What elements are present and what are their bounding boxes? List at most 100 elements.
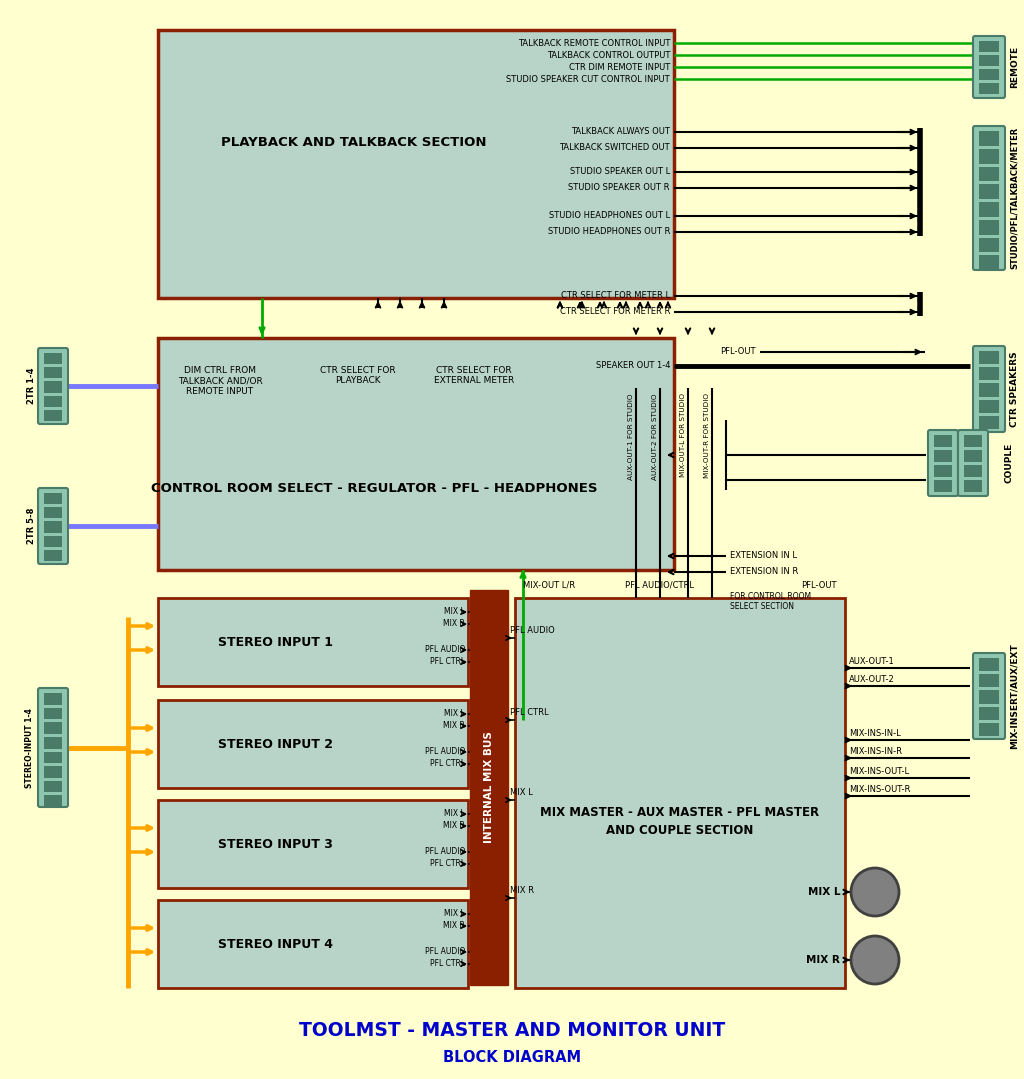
Bar [44,751,62,763]
FancyBboxPatch shape [973,36,1005,98]
Text: AUX-OUT-2 FOR STUDIO: AUX-OUT-2 FOR STUDIO [652,393,658,479]
Text: INTERNAL MIX BUS: INTERNAL MIX BUS [484,732,494,844]
Text: DIM CTRL FROM
TALKBACK AND/OR
REMOTE INPUT: DIM CTRL FROM TALKBACK AND/OR REMOTE INP… [177,366,262,396]
Text: PFL AUDIO: PFL AUDIO [425,748,465,756]
Text: PFL AUDIO: PFL AUDIO [425,847,465,857]
Bar [979,256,999,270]
Text: TALKBACK ALWAYS OUT: TALKBACK ALWAYS OUT [571,127,670,137]
Text: COUPLE: COUPLE [1005,442,1014,483]
Text: PFL CTRL: PFL CTRL [430,959,465,969]
Text: MIX L: MIX L [444,710,465,719]
Bar [964,450,982,462]
Text: PFL-OUT: PFL-OUT [802,581,837,590]
Text: 2TR 1-4: 2TR 1-4 [28,368,37,405]
Text: STUDIO SPEAKER OUT R: STUDIO SPEAKER OUT R [568,183,670,192]
Text: PFL AUDIO: PFL AUDIO [425,947,465,956]
Text: MIX R: MIX R [443,921,465,930]
Bar [44,507,62,518]
FancyBboxPatch shape [928,431,958,496]
Text: STEREO INPUT 3: STEREO INPUT 3 [218,837,333,850]
Bar [979,55,999,66]
Bar [979,237,999,252]
Bar [44,708,62,720]
Text: PLAYBACK AND TALKBACK SECTION: PLAYBACK AND TALKBACK SECTION [221,136,486,149]
Text: MIX L: MIX L [444,607,465,616]
Bar [44,766,62,778]
Bar [158,598,468,686]
Bar [934,465,952,477]
Bar [964,480,982,492]
Text: BLOCK DIAGRAM: BLOCK DIAGRAM [443,1051,581,1065]
Bar [979,41,999,52]
Text: FOR CONTROL ROOM
SELECT SECTION: FOR CONTROL ROOM SELECT SECTION [730,592,811,612]
Bar [44,493,62,504]
Bar [44,535,62,547]
Text: REMOTE: REMOTE [1010,46,1019,88]
Text: EXTENSION IN L: EXTENSION IN L [730,551,797,560]
Bar [44,410,62,421]
Bar [934,435,952,447]
Text: MIX-INS-IN-L: MIX-INS-IN-L [849,729,901,738]
Text: MIX L: MIX L [808,887,840,897]
Bar [979,707,999,720]
Text: TALKBACK CONTROL OUTPUT: TALKBACK CONTROL OUTPUT [547,51,670,59]
Text: CTR DIM REMOTE INPUT: CTR DIM REMOTE INPUT [568,63,670,71]
Bar [44,550,62,561]
Bar [44,367,62,379]
Text: MIX-INS-OUT-R: MIX-INS-OUT-R [849,786,910,794]
Bar [979,674,999,687]
FancyBboxPatch shape [958,431,988,496]
Text: CTR SPEAKERS: CTR SPEAKERS [1010,351,1019,427]
Text: PFL AUDIO: PFL AUDIO [425,645,465,655]
Text: PFL AUDIO: PFL AUDIO [510,626,555,636]
Bar [979,185,999,199]
Bar [934,450,952,462]
Bar [158,338,674,570]
Text: CTR SELECT FOR
EXTERNAL METER: CTR SELECT FOR EXTERNAL METER [434,366,514,385]
Bar [964,435,982,447]
Bar [979,202,999,217]
Text: STEREO INPUT 1: STEREO INPUT 1 [218,636,333,648]
Bar [44,693,62,705]
Text: 2TR 5-8: 2TR 5-8 [28,508,37,544]
Text: TOOLMST - MASTER AND MONITOR UNIT: TOOLMST - MASTER AND MONITOR UNIT [299,1021,725,1039]
Text: STUDIO SPEAKER CUT CONTROL INPUT: STUDIO SPEAKER CUT CONTROL INPUT [507,74,670,83]
Bar [979,658,999,671]
Text: STUDIO SPEAKER OUT L: STUDIO SPEAKER OUT L [569,167,670,177]
Bar [979,399,999,413]
Bar [979,69,999,80]
FancyBboxPatch shape [973,346,1005,432]
Text: STUDIO/PFL/TALKBACK/METER: STUDIO/PFL/TALKBACK/METER [1010,127,1019,269]
Bar [979,220,999,234]
Bar [979,351,999,365]
Bar [158,800,468,888]
Bar [44,781,62,792]
Bar [979,383,999,397]
Bar [158,30,674,298]
Text: STUDIO HEADPHONES OUT L: STUDIO HEADPHONES OUT L [549,211,670,220]
Bar [44,795,62,807]
Text: EXTENSION IN R: EXTENSION IN R [730,568,799,576]
Bar [979,149,999,164]
Text: MIX R: MIX R [443,722,465,730]
Text: AUX-OUT-1 FOR STUDIO: AUX-OUT-1 FOR STUDIO [628,393,634,479]
Circle shape [851,868,899,916]
Bar [934,480,952,492]
Bar [44,396,62,407]
Text: PFL CTRL: PFL CTRL [510,708,549,718]
Text: MIX-INSERT/AUX/EXT: MIX-INSERT/AUX/EXT [1010,643,1019,749]
Bar [44,737,62,749]
Text: MIX-OUT-L FOR STUDIO: MIX-OUT-L FOR STUDIO [680,393,686,477]
Bar [979,723,999,736]
FancyBboxPatch shape [38,688,68,807]
Text: MIX R: MIX R [806,955,840,965]
Text: CTR SELECT FOR METER R: CTR SELECT FOR METER R [560,308,670,316]
Text: MIX-OUT L/R: MIX-OUT L/R [523,581,575,590]
Text: STEREO INPUT 4: STEREO INPUT 4 [218,938,333,951]
Text: AUX-OUT-2: AUX-OUT-2 [849,675,895,684]
Text: MIX-INS-OUT-L: MIX-INS-OUT-L [849,767,909,776]
Bar [979,166,999,181]
Bar [44,353,62,365]
Text: PFL AUDIO/CTRL: PFL AUDIO/CTRL [625,581,694,590]
FancyBboxPatch shape [38,488,68,564]
